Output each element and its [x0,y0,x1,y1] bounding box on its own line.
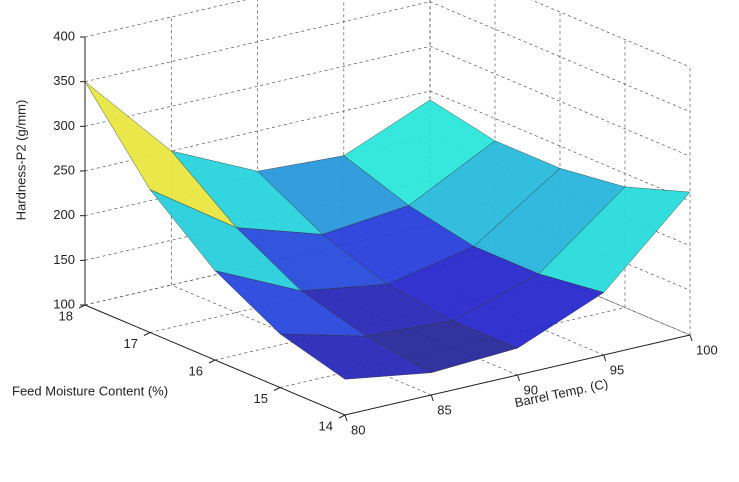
y-tick [143,332,151,336]
x-tick [517,374,520,382]
x-axis-label: Barrel Temp. (C) [513,376,609,410]
y-axis-label: Feed Moisture Content (%) [12,383,168,398]
grid-line [170,17,432,396]
z-tick-label: 100 [53,296,75,311]
y-tick-label: 15 [254,391,268,406]
y-tick [338,414,346,419]
x-tick [689,334,693,342]
y-tick [208,359,216,364]
z-tick-label: 300 [53,118,75,133]
x-tick [603,354,607,362]
y-tick-label: 17 [124,336,138,351]
z-tick-label: 350 [53,73,75,88]
z-tick-label: 200 [53,207,75,222]
grid-line [279,39,626,388]
grid-line [84,0,691,68]
y-tick-label: 16 [189,363,203,378]
y-tick-label: 18 [59,308,73,323]
z-tick-label: 250 [53,162,75,177]
x-tick-label: 80 [351,422,365,437]
surface-patch [84,81,237,228]
z-tick-label: 150 [53,252,75,267]
z-axis-label: Hardness-P2 (g/mm) [13,100,28,221]
x-tick-label: 90 [524,382,538,397]
y-tick-label: 14 [319,418,333,433]
x-tick-label: 85 [437,402,451,417]
grid-line [84,1,691,113]
y-tick [78,304,86,309]
surface-patch [279,333,432,380]
grid-line [84,45,691,157]
y-tick [273,387,281,391]
x-tick [430,394,434,402]
x-tick-label: 100 [696,342,718,357]
x-tick-label: 95 [610,362,624,377]
z-tick-label: 400 [53,28,75,43]
x-tick [344,414,348,422]
